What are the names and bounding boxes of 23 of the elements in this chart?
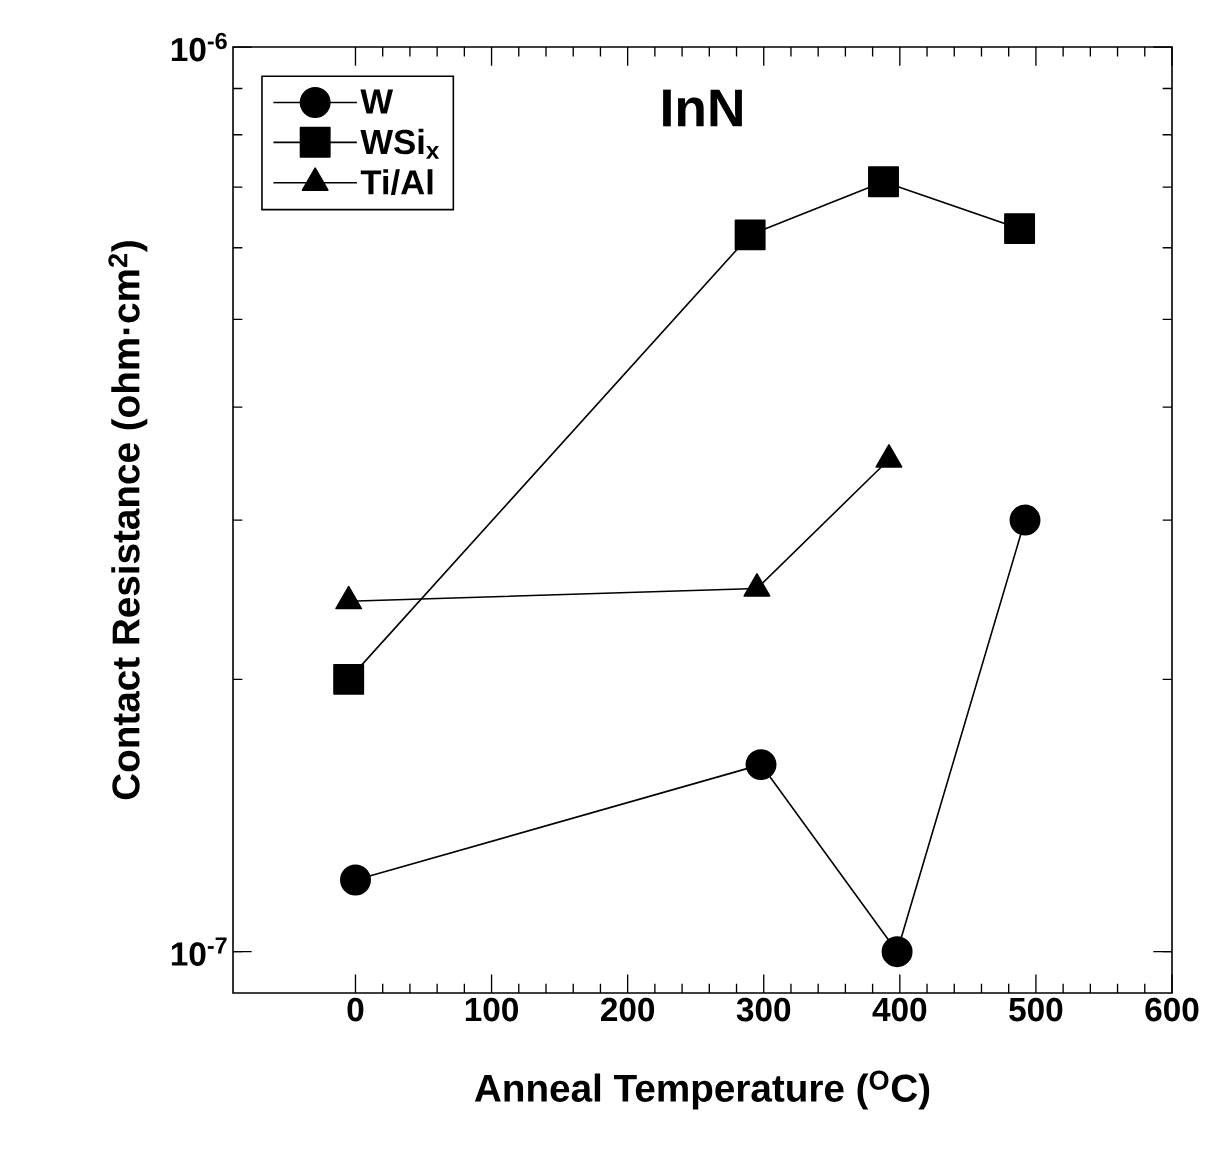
legend-label: Ti/Al bbox=[360, 169, 433, 196]
point bbox=[340, 864, 371, 896]
y-tick-label: 10$^{-7}$ bbox=[171, 937, 227, 966]
x-tick-label: 300 bbox=[736, 997, 791, 1022]
x-tick-label: 400 bbox=[872, 997, 927, 1022]
point bbox=[881, 936, 913, 968]
y-tick-label: 10$^{-6}$ bbox=[171, 32, 227, 62]
point bbox=[734, 219, 766, 251]
annotation: InN bbox=[663, 89, 742, 127]
point bbox=[1009, 504, 1041, 536]
x-tick-label: 100 bbox=[465, 997, 518, 1022]
point bbox=[1004, 213, 1036, 245]
x-tick-label: 500 bbox=[1009, 997, 1063, 1022]
x-axis-title: Anneal Temperature ($^{O}$C) bbox=[474, 1070, 930, 1110]
x-tick-label: 200 bbox=[601, 997, 655, 1022]
point bbox=[333, 663, 365, 695]
point bbox=[745, 749, 777, 781]
legend-label: W bbox=[360, 89, 394, 114]
point bbox=[868, 166, 899, 198]
x-tick-label: 600 bbox=[1145, 997, 1199, 1022]
x-tick-label: 0 bbox=[347, 997, 364, 1022]
legend-label: WSi$_{x}$ bbox=[360, 128, 440, 159]
y-axis-title: Contact Resistance (ohm·cm$^{2}$) bbox=[108, 241, 148, 800]
